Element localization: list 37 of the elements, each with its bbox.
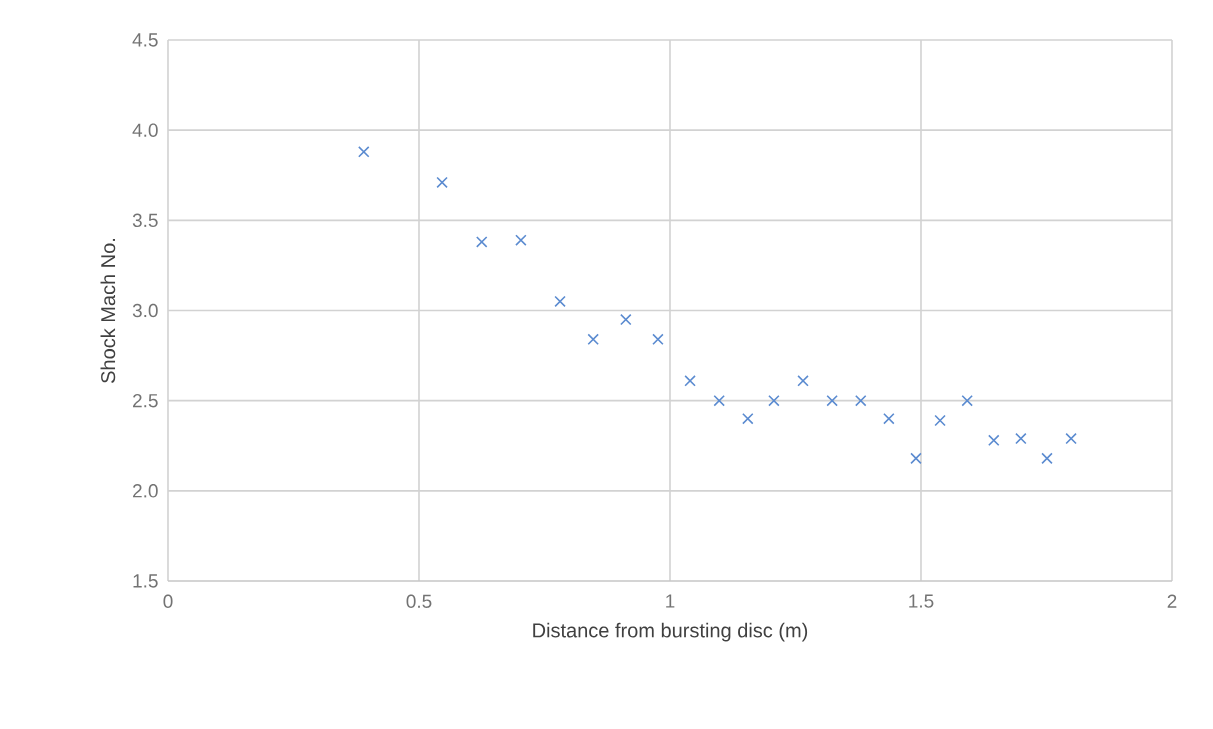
- point: [988, 434, 1000, 447]
- y-tick-label: 4.0: [132, 123, 158, 137]
- point: [652, 333, 664, 346]
- point: [910, 452, 922, 465]
- x-axis-title: Distance from bursting disc (m): [533, 622, 808, 642]
- y-tick-label: 2.0: [133, 484, 158, 498]
- point: [515, 234, 527, 246]
- point: [826, 394, 838, 407]
- y-tick-label: 3.0: [132, 303, 158, 318]
- x-tick-label: 0: [163, 594, 173, 608]
- point: [436, 176, 448, 189]
- point: [554, 295, 566, 308]
- point: [1065, 432, 1077, 445]
- point: [358, 146, 370, 158]
- y-tick-label: 2.5: [133, 393, 158, 408]
- point: [742, 412, 754, 425]
- x-tick-label: 1: [666, 594, 675, 608]
- point: [855, 394, 867, 407]
- point: [587, 333, 599, 346]
- y-tick-label: 1.5: [133, 574, 158, 588]
- point: [934, 414, 946, 427]
- x-tick-label: 1.5: [909, 594, 934, 608]
- point: [620, 313, 632, 326]
- y-tick-label: 4.5: [132, 33, 158, 47]
- point: [713, 394, 725, 407]
- point: [1015, 432, 1027, 445]
- point: [476, 236, 488, 248]
- point: [768, 394, 780, 407]
- y-axis-title: Shock Mach No.: [100, 238, 116, 383]
- point: [797, 375, 809, 387]
- point: [684, 375, 696, 387]
- point: [961, 394, 973, 407]
- x-tick-label: 2: [1167, 594, 1177, 608]
- point: [1041, 452, 1053, 465]
- y-tick-label: 3.5: [132, 213, 158, 228]
- x-tick-label: 0.5: [406, 594, 432, 608]
- point: [883, 412, 895, 425]
